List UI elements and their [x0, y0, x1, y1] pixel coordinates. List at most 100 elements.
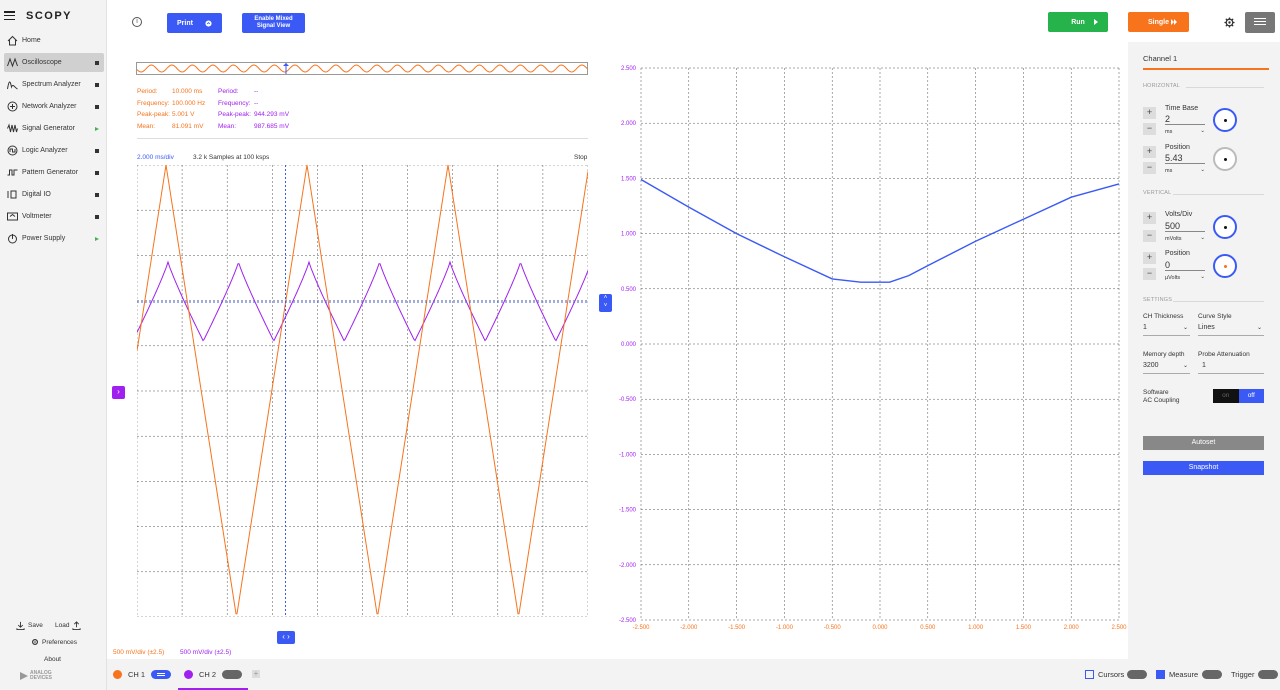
- ch1-waveform: [137, 165, 588, 615]
- save-button[interactable]: Save: [16, 621, 43, 630]
- enable-mixed-signal-button[interactable]: Enable Mixed Signal View: [242, 13, 305, 33]
- volts-div-label: Volts/Div: [1165, 211, 1193, 218]
- ch2-label[interactable]: CH 2: [199, 670, 217, 679]
- ch1-menu-button[interactable]: [151, 670, 171, 679]
- trigger-settings-button[interactable]: [1258, 670, 1278, 679]
- ch1-mean-value: 81.091 mV: [172, 123, 204, 130]
- digitalio-icon: [7, 190, 17, 199]
- time-base-plus-button[interactable]: +: [1143, 107, 1156, 119]
- volts-div-knob[interactable]: [1213, 215, 1237, 239]
- time-domain-plot[interactable]: [137, 165, 588, 617]
- app-logo: SCOPY: [26, 10, 73, 22]
- probe-attenuation-input[interactable]: 1: [1198, 362, 1264, 374]
- sidebar-item-label: Oscilloscope: [22, 59, 62, 66]
- ch2-period-label: Period:: [218, 88, 239, 95]
- volts-div-minus-button[interactable]: −: [1143, 230, 1156, 242]
- ch1-peak-value: 5.001 V: [172, 111, 195, 118]
- single-button[interactable]: Single: [1128, 12, 1189, 32]
- sidebar-item-label: Logic Analyzer: [22, 147, 68, 154]
- analog-devices-logo: ANALOG DEVICES: [20, 671, 58, 681]
- stopped-indicator-icon: [95, 170, 99, 175]
- volts-div-plus-button[interactable]: +: [1143, 212, 1156, 224]
- sidebar-item-logic-analyzer[interactable]: Logic Analyzer: [4, 141, 104, 160]
- v-position-input[interactable]: 0: [1165, 260, 1205, 271]
- load-button[interactable]: Load: [55, 621, 82, 630]
- sidebar-item-digital-io[interactable]: Digital IO: [4, 185, 104, 204]
- sidebar-item-spectrum-analyzer[interactable]: Spectrum Analyzer: [4, 75, 104, 94]
- time-base-input[interactable]: 2: [1165, 114, 1205, 125]
- info-icon[interactable]: i: [132, 17, 142, 27]
- memory-depth-dropdown[interactable]: 3200 ⌄: [1143, 362, 1190, 374]
- about-button[interactable]: About: [44, 656, 61, 663]
- time-base-unit-dropdown[interactable]: ms ⌄: [1165, 128, 1205, 135]
- hamburger-menu-icon[interactable]: [4, 11, 15, 21]
- sidebar-item-label: Digital IO: [22, 191, 51, 198]
- sidebar-item-pattern-generator[interactable]: Pattern Generator: [4, 163, 104, 182]
- curve-style-dropdown[interactable]: Lines ⌄: [1198, 324, 1264, 336]
- sidebar-item-power-supply[interactable]: Power Supply: [4, 229, 104, 248]
- ch1-scale-label: 500 mV/div (±2.5): [113, 649, 165, 656]
- volts-div-input[interactable]: 500: [1165, 221, 1205, 232]
- autoset-button[interactable]: Autoset: [1143, 436, 1264, 450]
- time-base-knob[interactable]: [1213, 108, 1237, 132]
- sidebar-item-home[interactable]: Home: [4, 31, 104, 50]
- panel-menu-button[interactable]: [1245, 12, 1275, 33]
- overview-strip[interactable]: [136, 62, 588, 75]
- v-position-unit-dropdown[interactable]: µVolts ⌄: [1165, 274, 1205, 281]
- stopped-indicator-icon: [95, 192, 99, 197]
- h-position-minus-button[interactable]: −: [1143, 162, 1156, 174]
- spectrum-icon: [7, 81, 18, 90]
- cursors-checkbox[interactable]: [1085, 670, 1094, 679]
- sidebar-item-voltmeter[interactable]: Voltmeter: [4, 207, 104, 226]
- xy-plot[interactable]: -2.500 -2.000 -1.500 -1.000 -0.500 0.000 0.500…: [600, 60, 1128, 635]
- cursors-settings-button[interactable]: [1127, 670, 1147, 679]
- v-position-label: Position: [1165, 250, 1190, 257]
- add-channel-button[interactable]: +: [252, 669, 260, 678]
- trigger-level-handle[interactable]: ˄ ˅: [599, 294, 612, 312]
- v-position-minus-button[interactable]: −: [1143, 268, 1156, 280]
- ch1-label[interactable]: CH 1: [128, 670, 146, 679]
- ch2-selected-indicator: [178, 688, 248, 690]
- preferences-button[interactable]: Preferences: [31, 638, 77, 646]
- sidebar-item-label: Network Analyzer: [22, 103, 77, 110]
- probe-attenuation-label: Probe Attenuation: [1198, 351, 1250, 358]
- trigger-position-handle[interactable]: ‹ ›: [277, 631, 295, 644]
- xy-y-tick-label: 0.500: [621, 287, 637, 293]
- print-button[interactable]: Print: [167, 13, 222, 33]
- time-base-minus-button[interactable]: −: [1143, 123, 1156, 135]
- acquisition-status: Stop: [574, 154, 588, 161]
- save-icon: [16, 621, 25, 630]
- sidebar-item-label: Signal Generator: [22, 125, 75, 132]
- h-position-knob[interactable]: [1213, 147, 1237, 171]
- ac-off-option[interactable]: off: [1238, 389, 1264, 403]
- sidebar-item-signal-generator[interactable]: Signal Generator: [4, 119, 104, 138]
- measure-checkbox[interactable]: [1156, 670, 1165, 679]
- ac-coupling-toggle[interactable]: on off: [1213, 389, 1264, 403]
- ch2-color-dot[interactable]: [184, 670, 193, 679]
- h-position-input[interactable]: 5.43: [1165, 153, 1205, 164]
- samples-label: 3.2 k Samples at 100 ksps: [193, 154, 270, 161]
- v-position-plus-button[interactable]: +: [1143, 252, 1156, 264]
- h-position-plus-button[interactable]: +: [1143, 146, 1156, 158]
- v-position-knob[interactable]: [1213, 254, 1237, 278]
- ch2-offset-handle[interactable]: ›: [112, 386, 125, 399]
- sidebar-item-network-analyzer[interactable]: Network Analyzer: [4, 97, 104, 116]
- ch1-color-dot[interactable]: [113, 670, 122, 679]
- h-position-unit-dropdown[interactable]: ms ⌄: [1165, 167, 1205, 174]
- signal-icon: [7, 123, 18, 133]
- ch2-menu-button[interactable]: [222, 670, 242, 679]
- ch-thickness-dropdown[interactable]: 1 ⌄: [1143, 324, 1190, 336]
- vertical-section-label: VERTICAL: [1143, 190, 1172, 196]
- channel-title-underline: [1143, 68, 1269, 70]
- sidebar-item-oscilloscope[interactable]: Oscilloscope: [4, 53, 104, 72]
- volts-div-unit-dropdown[interactable]: mVolts ⌄: [1165, 235, 1205, 242]
- measure-label: Measure: [1169, 670, 1199, 679]
- ac-on-option[interactable]: on: [1213, 389, 1239, 403]
- settings-gear-icon[interactable]: [1224, 17, 1235, 28]
- curve-style-label: Curve Style: [1198, 313, 1232, 320]
- ch1-frequency-label: Frequency:: [137, 100, 170, 107]
- run-button[interactable]: Run: [1048, 12, 1108, 32]
- measure-settings-button[interactable]: [1202, 670, 1222, 679]
- snapshot-button[interactable]: Snapshot: [1143, 461, 1264, 475]
- sidebar-item-label: Voltmeter: [22, 213, 52, 220]
